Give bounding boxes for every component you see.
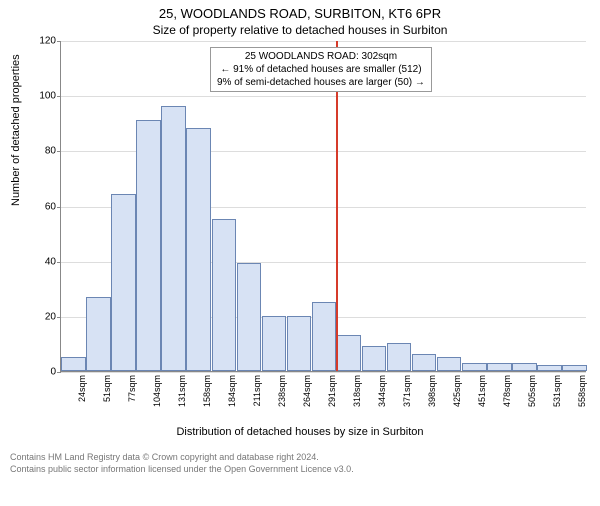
x-tick-label: 158sqm — [202, 375, 212, 407]
histogram-bar — [537, 365, 562, 371]
footer-line1: Contains HM Land Registry data © Crown c… — [10, 452, 590, 464]
y-tick-label: 60 — [26, 201, 56, 212]
x-tick-label: 291sqm — [327, 375, 337, 407]
histogram-bar — [337, 335, 362, 371]
annotation-box: 25 WOODLANDS ROAD: 302sqm ← 91% of detac… — [210, 47, 432, 92]
x-tick-label: 24sqm — [77, 375, 87, 402]
histogram-bar — [562, 365, 587, 371]
histogram-bar — [387, 343, 412, 371]
x-tick-label: 425sqm — [452, 375, 462, 407]
x-tick-label: 478sqm — [502, 375, 512, 407]
histogram-bar — [437, 357, 462, 371]
x-tick-label: 344sqm — [377, 375, 387, 407]
histogram-bar — [212, 219, 237, 371]
histogram-bar — [86, 297, 111, 371]
y-tick-label: 120 — [26, 36, 56, 47]
chart-subtitle: Size of property relative to detached ho… — [0, 23, 600, 37]
histogram-bar — [186, 128, 211, 371]
y-tick-label: 40 — [26, 256, 56, 267]
histogram-bar — [262, 316, 287, 371]
annotation-line1: 25 WOODLANDS ROAD: 302sqm — [217, 50, 425, 63]
histogram-bar — [237, 263, 262, 371]
histogram-bar — [61, 357, 86, 371]
x-tick-label: 238sqm — [277, 375, 287, 407]
y-tick-label: 100 — [26, 91, 56, 102]
histogram-bar — [161, 106, 186, 371]
annotation-line2: ← 91% of detached houses are smaller (51… — [217, 63, 425, 76]
histogram-bar — [512, 363, 537, 371]
x-tick-label: 505sqm — [527, 375, 537, 407]
annotation-line3: 9% of semi-detached houses are larger (5… — [217, 76, 425, 89]
x-tick-label: 104sqm — [152, 375, 162, 407]
histogram-bar — [111, 194, 136, 371]
x-tick-label: 451sqm — [477, 375, 487, 407]
page-title: 25, WOODLANDS ROAD, SURBITON, KT6 6PR — [0, 6, 600, 21]
x-tick-label: 371sqm — [402, 375, 412, 407]
histogram-bar — [362, 346, 387, 371]
y-tick-label: 0 — [26, 367, 56, 378]
y-axis-label: Number of detached properties — [10, 54, 22, 206]
footer-line2: Contains public sector information licen… — [10, 464, 590, 476]
histogram-bar — [412, 354, 437, 371]
histogram-bar — [287, 316, 312, 371]
x-tick-label: 531sqm — [552, 375, 562, 407]
footer: Contains HM Land Registry data © Crown c… — [10, 452, 590, 475]
x-tick-label: 131sqm — [177, 375, 187, 407]
histogram-bar — [487, 363, 512, 371]
x-tick-label: 264sqm — [302, 375, 312, 407]
chart-area: 02040608010012024sqm51sqm77sqm104sqm131s… — [60, 41, 585, 371]
y-tick-label: 20 — [26, 311, 56, 322]
x-tick-label: 558sqm — [577, 375, 587, 407]
y-tick-label: 80 — [26, 146, 56, 157]
x-tick-label: 77sqm — [127, 375, 137, 402]
x-axis-label: Distribution of detached houses by size … — [0, 426, 600, 438]
x-tick-label: 184sqm — [227, 375, 237, 407]
x-tick-label: 318sqm — [352, 375, 362, 407]
x-tick-label: 211sqm — [252, 375, 262, 406]
histogram-bar — [462, 363, 487, 371]
x-tick-label: 51sqm — [102, 375, 112, 402]
histogram-bar — [312, 302, 337, 371]
x-tick-label: 398sqm — [427, 375, 437, 407]
histogram-bar — [136, 120, 161, 371]
